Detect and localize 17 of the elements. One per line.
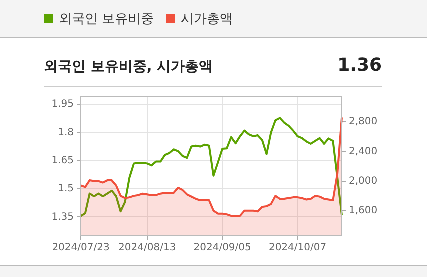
y-tick-label: 1.35 [52, 212, 74, 223]
x-tick-label: 2024/07/23 [52, 242, 110, 254]
y-tick-label: 1.95 [52, 99, 74, 110]
x-tick-label: 2024/10/07 [268, 242, 327, 254]
legend-label: 시가총액 [181, 10, 234, 28]
y-tick-label: 1.65 [52, 155, 74, 166]
y2-tick-label: 1,600 [349, 205, 378, 216]
chart-title: 외국인 보유비중, 시가총액 [44, 58, 214, 76]
text: 1.36 [338, 55, 382, 76]
y2-tick-label: 2,400 [349, 146, 378, 158]
x-tick-label: 2024/09/05 [194, 242, 252, 254]
y-tick-label: 1.8 [58, 127, 74, 138]
y2-tick-label: 2,800 [349, 116, 378, 128]
y2-tick-label: 2,000 [349, 176, 378, 187]
legend-label: 외국인 보유비중 [59, 10, 154, 28]
y-tick-label: 1.5 [58, 184, 74, 195]
x-tick-label: 2024/08/13 [118, 242, 176, 254]
